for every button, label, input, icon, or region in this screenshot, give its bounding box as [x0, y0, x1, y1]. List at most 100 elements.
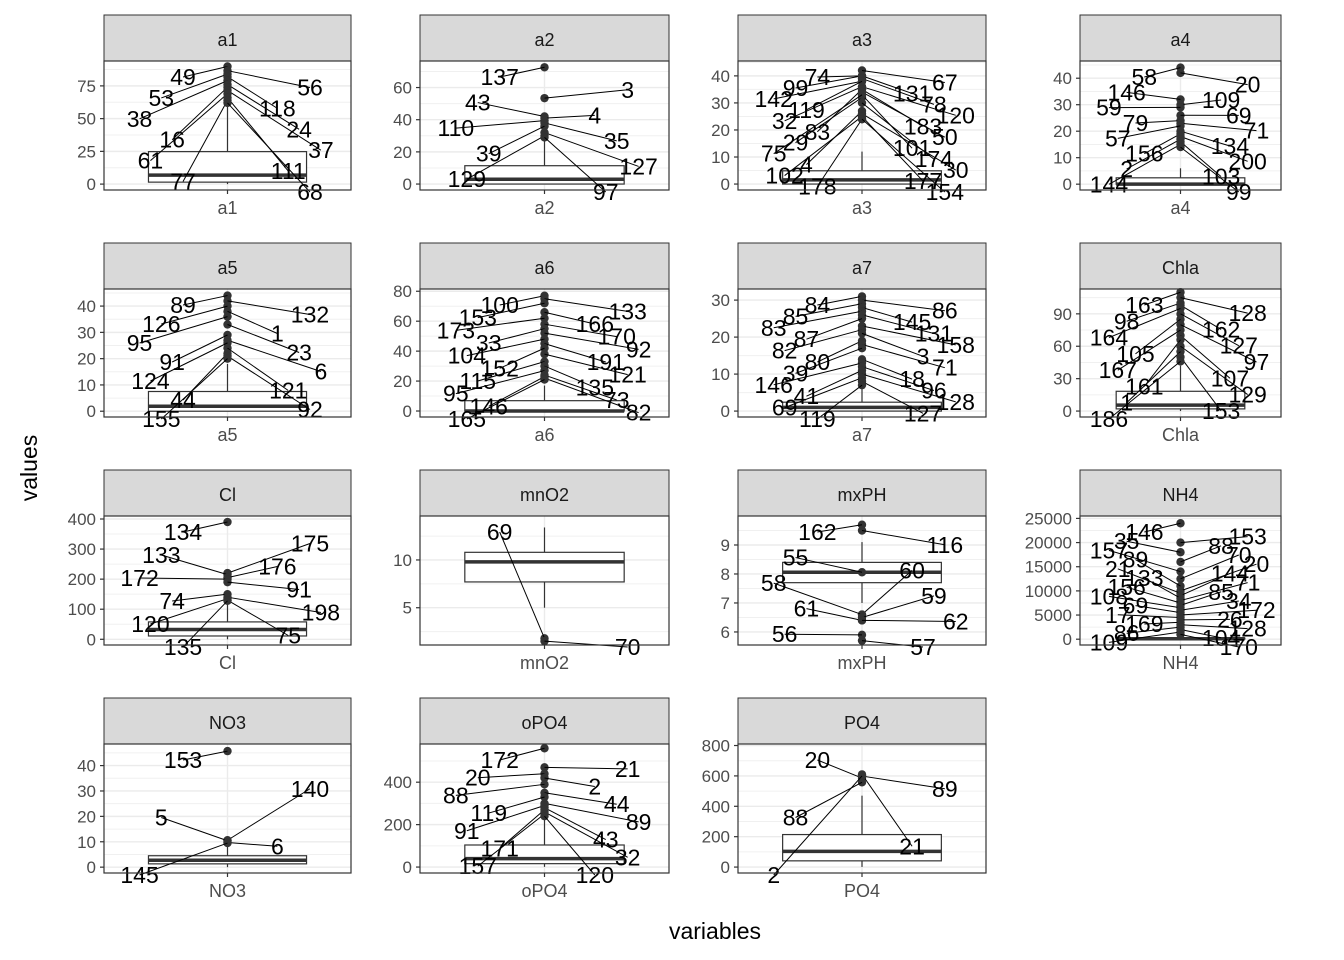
outlier-label: 3	[621, 77, 634, 103]
panel-no3: NO3 153 140 5 6 145 0 10 20 30 40 NO3	[77, 697, 352, 901]
outlier-label-leader	[544, 132, 639, 167]
outlier-label-leader	[227, 300, 311, 315]
outlier-label-leader	[499, 347, 545, 369]
outlier-label: 60	[899, 557, 925, 583]
outlier-label: 20	[1244, 551, 1270, 577]
outlier-label-leader	[861, 569, 913, 615]
outlier-label-leader	[1117, 125, 1181, 139]
outlier-label: 32	[615, 844, 641, 870]
outlier-label-leader	[1180, 324, 1257, 363]
outlier-label: 20	[1235, 72, 1261, 98]
outlier-label: 71	[1244, 118, 1270, 144]
outlier-label: 120	[131, 611, 169, 637]
outlier-label: 69	[1226, 102, 1252, 128]
outlier-label: 110	[438, 115, 475, 141]
outlier-label: 71	[1235, 570, 1261, 596]
outlier-label-leader	[227, 566, 278, 579]
outlier-label: 24	[286, 116, 312, 142]
outlier-label-leader	[227, 788, 311, 841]
outlier-label: 38	[127, 106, 153, 132]
facet-strip	[737, 697, 987, 745]
outlier-label-leader	[161, 73, 228, 99]
outlier-label: 153	[1228, 524, 1266, 550]
outlier-label-leader	[1144, 291, 1181, 306]
outlier-label-leader	[139, 842, 228, 876]
y-tick-label: 0	[721, 175, 730, 194]
y-tick-label: 0	[403, 402, 412, 421]
outlier-label-leader	[861, 69, 945, 83]
y-tick-label: 20	[393, 143, 412, 162]
x-tick-label: a7	[852, 425, 872, 445]
y-tick-label: 20	[711, 328, 730, 347]
outlier-label-leader	[861, 775, 945, 790]
outlier-label-leader	[455, 783, 545, 796]
outlier-label-leader	[817, 340, 863, 363]
outlier-label-leader	[227, 70, 311, 88]
outlier-label: 56	[297, 74, 323, 100]
outlier-label-leader	[227, 581, 300, 590]
outlier-label: 92	[626, 336, 652, 362]
outlier-label: 134	[164, 519, 203, 545]
outlier-label-leader	[1126, 626, 1181, 634]
outlier-label-leader	[1108, 631, 1181, 643]
y-tick-label: 20	[711, 121, 730, 140]
y-tick-label: 0	[403, 175, 412, 194]
panel-a2: a2 137 3 43 4 110 35 39 127 129 97 0 20 40 60 a2	[393, 14, 670, 218]
outlier-label-leader	[544, 332, 639, 350]
x-tick-label: mnO2	[520, 653, 569, 673]
outlier-label: 86	[932, 298, 958, 324]
facet-strip	[419, 469, 670, 517]
outlier-label-leader	[1126, 138, 1181, 170]
outlier-label-leader	[1108, 307, 1181, 339]
y-tick-label: 30	[711, 291, 730, 310]
outlier-label: 135	[576, 374, 614, 400]
outlier-label: 144	[1211, 560, 1250, 586]
outlier-label: 89	[626, 809, 652, 835]
outlier-label-leader	[544, 137, 607, 193]
outlier-label-leader	[227, 310, 278, 334]
outlier-label: 124	[131, 368, 170, 394]
y-tick-label: 100	[68, 600, 96, 619]
outlier-label: 95	[443, 381, 469, 407]
outlier-point	[857, 314, 867, 323]
outlier-label: 102	[765, 163, 803, 189]
x-tick-label: Cl	[219, 653, 236, 673]
y-tick-label: 40	[1053, 69, 1072, 88]
facet-strip	[103, 697, 352, 745]
facet-strip	[1079, 14, 1282, 62]
outlier-label: 67	[932, 69, 958, 95]
outlier-label-leader	[784, 86, 863, 122]
outlier-label-leader	[861, 373, 956, 403]
outlier-label: 21	[1105, 556, 1131, 582]
outlier-label-leader	[1144, 522, 1181, 533]
x-tick-label: a6	[534, 425, 554, 445]
outlier-label-leader	[861, 307, 913, 323]
y-tick-label: 200	[384, 816, 412, 835]
outlier-label-leader	[182, 295, 228, 306]
y-tick-label: 0	[1063, 630, 1072, 649]
outlier-label: 32	[772, 108, 798, 134]
y-tick-label: 600	[702, 767, 730, 786]
facet-strip	[1079, 469, 1282, 517]
outlier-label-leader	[499, 66, 545, 78]
outlier-label-leader	[1180, 356, 1222, 412]
facet-strip-label: a1	[217, 30, 237, 50]
y-tick-label: 20	[393, 372, 412, 391]
outlier-label-leader	[1117, 614, 1181, 618]
y-tick-label: 0	[721, 858, 730, 877]
outlier-label-leader	[544, 766, 628, 770]
outlier-label: 92	[297, 397, 323, 423]
outlier-label: 144	[1090, 171, 1129, 197]
outlier-label-leader	[477, 813, 545, 867]
y-tick-label: 20	[1053, 122, 1072, 141]
outlier-label: 88	[783, 805, 809, 831]
outlier-label: 128	[1228, 616, 1266, 642]
outlier-label-leader	[466, 338, 545, 357]
panel-nh4: NH4 146 153 35 88 157 70 89 20 21 144 133 71 156 85 108…	[1025, 469, 1282, 673]
outlier-label-leader	[544, 802, 639, 823]
outlier-label-leader	[1144, 133, 1181, 155]
outlier-label-leader	[227, 76, 278, 109]
y-tick-label: 400	[702, 797, 730, 816]
outlier-label: 2	[1120, 156, 1133, 182]
outlier-label-leader	[544, 377, 639, 414]
